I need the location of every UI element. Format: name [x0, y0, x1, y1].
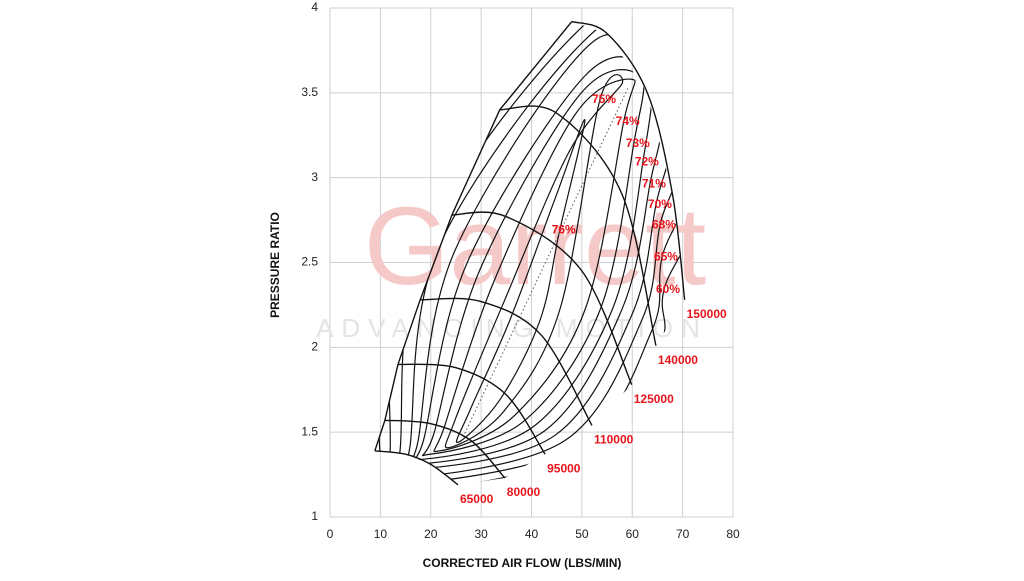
speed-line [384, 419, 506, 479]
y-tick-label: 4 [311, 0, 318, 14]
y-axis-title: PRESSURE RATIO [268, 212, 282, 318]
efficiency-label: 71% [642, 177, 666, 191]
x-tick-label: 60 [626, 527, 640, 541]
x-axis-title: CORRECTED AIR FLOW (LBS/MIN) [423, 556, 622, 570]
efficiency-label: 70% [648, 197, 672, 211]
speed-lines [374, 20, 686, 486]
surge-line [374, 21, 573, 452]
x-tick-label: 80 [726, 527, 740, 541]
x-tick-label: 20 [424, 527, 438, 541]
speed-line [420, 297, 593, 426]
x-tick-label: 30 [474, 527, 488, 541]
y-tick-label: 3.5 [301, 85, 318, 99]
efficiency-label: 73% [626, 136, 650, 150]
efficiency-label: 72% [635, 155, 659, 169]
speed-line [499, 105, 657, 346]
ridge-line [462, 87, 629, 438]
y-tick-label: 2 [311, 340, 318, 354]
speed-label: 140000 [658, 353, 698, 367]
x-tick-label: 50 [575, 527, 589, 541]
efficiency-contour [444, 74, 624, 449]
efficiency-label: 76% [552, 222, 576, 236]
efficiency-contour [433, 78, 636, 453]
watermark-subtitle: ADVANCING MOTION [316, 313, 708, 343]
efficiency-label: 65% [654, 250, 678, 264]
x-tick-label: 70 [676, 527, 690, 541]
x-tick-label: 10 [374, 527, 388, 541]
efficiency-label: 60% [656, 282, 680, 296]
speed-line [571, 20, 686, 300]
speed-line [374, 450, 459, 486]
efficiency-contour [455, 119, 586, 443]
efficiency-label: 75% [592, 92, 616, 106]
y-tick-label: 1.5 [301, 424, 318, 438]
speed-label: 80000 [507, 485, 541, 499]
speed-label: 65000 [460, 492, 494, 506]
x-tick-label: 40 [525, 527, 539, 541]
speed-label: 125000 [634, 392, 674, 406]
y-tick-label: 1 [311, 509, 318, 523]
efficiency-label: 68% [652, 217, 676, 231]
labels: 76% 75%74% 73% 72% 71% 70% 68% 65% 60% 65000 80000… [460, 92, 727, 506]
y-tick-label: 2.5 [301, 255, 318, 269]
speed-label: 95000 [547, 461, 581, 475]
x-tick-label: 0 [327, 527, 334, 541]
speed-label: 110000 [594, 433, 634, 447]
speed-line [451, 211, 633, 385]
speed-line [397, 363, 546, 455]
efficiency-label: 74% [616, 114, 640, 128]
speed-label: 150000 [687, 307, 727, 321]
y-tick-label: 3 [311, 170, 318, 184]
